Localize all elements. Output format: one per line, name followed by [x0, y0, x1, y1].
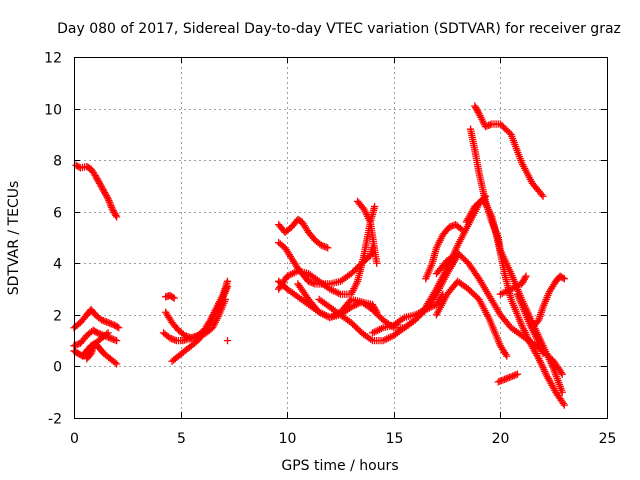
- data-point: [560, 275, 569, 283]
- data-point: [539, 349, 547, 358]
- data-point: [223, 282, 232, 291]
- data-point: [324, 244, 332, 252]
- x-tick-label: 10: [279, 431, 297, 447]
- y-tick-label: 2: [53, 309, 62, 325]
- data-point: [558, 388, 566, 396]
- data-series: [168, 282, 232, 365]
- y-tick-label: 0: [53, 360, 62, 376]
- data-point: [170, 294, 178, 302]
- x-tick-label: 20: [492, 431, 510, 447]
- y-tick-label: 8: [53, 154, 62, 170]
- x-tick-label: 25: [599, 431, 617, 447]
- data-series: [471, 102, 547, 200]
- data-point: [112, 360, 121, 368]
- data-point: [503, 352, 511, 360]
- data-point: [458, 226, 466, 234]
- data-series: [528, 272, 569, 332]
- data-point: [112, 336, 121, 345]
- y-tick-label: 6: [53, 206, 62, 222]
- data-series: [353, 197, 381, 267]
- data-marks: [70, 102, 569, 409]
- data-series: [513, 290, 547, 358]
- chart-title: Day 080 of 2017, Sidereal Day-to-day VTE…: [57, 21, 621, 37]
- y-tick-label: 12: [44, 51, 62, 67]
- data-series: [432, 249, 566, 378]
- data-series: [432, 277, 511, 360]
- data-point: [539, 192, 547, 200]
- data-point: [560, 401, 569, 409]
- y-tick-label: -2: [48, 412, 62, 428]
- data-point: [522, 272, 530, 280]
- data-point: [373, 259, 381, 267]
- y-tick-labels: -2 0 2 4 6 8 10 12: [44, 51, 62, 428]
- data-point: [115, 324, 123, 332]
- axis-ticks: [74, 57, 608, 419]
- data-series: [275, 215, 332, 252]
- data-series: [294, 192, 490, 332]
- data-series: [494, 370, 522, 386]
- grid-lines: [74, 57, 607, 418]
- x-tick-label: 15: [386, 431, 404, 447]
- data-point: [513, 370, 522, 378]
- data-series: [223, 336, 232, 345]
- data-series: [462, 195, 569, 409]
- data-point: [223, 336, 232, 345]
- data-series: [70, 306, 123, 332]
- data-series: [83, 329, 112, 363]
- y-tick-label: 10: [44, 103, 62, 119]
- data-point: [558, 370, 566, 378]
- data-series: [72, 161, 121, 221]
- x-tick-label: 0: [70, 431, 79, 447]
- data-series: [162, 291, 178, 302]
- x-axis-title: GPS time / hours: [281, 458, 398, 474]
- data-series: [496, 272, 530, 298]
- data-series: [466, 125, 566, 396]
- data-point: [370, 202, 379, 211]
- data-series: [368, 290, 447, 337]
- plot-frame: [74, 57, 608, 419]
- data-point: [112, 213, 121, 221]
- y-axis-title: SDTVAR / TECUs: [6, 181, 22, 296]
- x-tick-labels: 0 5 10 15 20 25: [70, 431, 616, 447]
- data-series: [422, 220, 466, 283]
- data-point: [104, 329, 112, 337]
- y-tick-label: 4: [53, 257, 62, 273]
- x-tick-label: 5: [177, 431, 186, 447]
